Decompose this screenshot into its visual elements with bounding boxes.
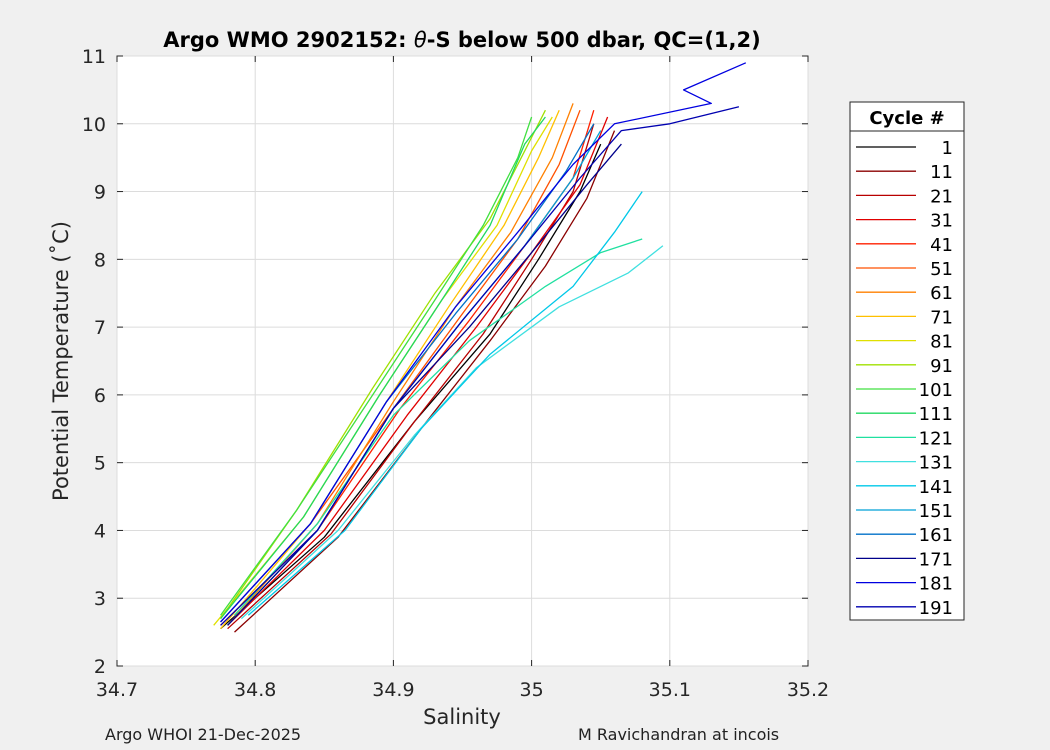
- legend-label-cycle-171: 171: [919, 549, 953, 570]
- legend: Cycle # 11121314151617181911011111211311…: [849, 101, 965, 621]
- footer-right-credit: M Ravichandran at incois: [578, 725, 780, 744]
- legend-label-cycle-41: 41: [930, 235, 953, 256]
- legend-entries: 1112131415161718191101111121131141151161…: [856, 138, 953, 619]
- y-tick-label: 11: [82, 46, 106, 68]
- y-tick-label: 2: [94, 656, 106, 678]
- grid-lines: [116, 55, 809, 667]
- y-tick-label: 7: [94, 317, 106, 339]
- x-tick-label: 34.9: [372, 679, 414, 701]
- legend-label-cycle-31: 31: [930, 211, 953, 232]
- legend-label-cycle-181: 181: [919, 574, 953, 595]
- y-tick-label: 8: [94, 249, 106, 271]
- y-tick-label: 5: [94, 453, 106, 475]
- y-tick-label: 3: [94, 588, 106, 610]
- legend-label-cycle-1: 1: [942, 138, 953, 159]
- series-line-cycle-141: [247, 191, 643, 616]
- x-tick-label: 35: [520, 679, 544, 701]
- series-line-cycle-111: [220, 116, 546, 620]
- series-line-cycle-131: [240, 245, 664, 620]
- legend-label-cycle-111: 111: [919, 404, 953, 425]
- y-tick-label: 9: [94, 182, 106, 204]
- series-line-cycle-1: [220, 143, 602, 630]
- y-tick-label: 4: [94, 520, 106, 542]
- legend-label-cycle-61: 61: [930, 283, 953, 304]
- legend-label-cycle-21: 21: [930, 186, 953, 207]
- series-line-cycle-191: [220, 106, 740, 626]
- legend-label-cycle-71: 71: [930, 307, 953, 328]
- legend-label-cycle-191: 191: [919, 598, 953, 619]
- legend-label-cycle-121: 121: [919, 428, 953, 449]
- legend-label-cycle-131: 131: [919, 453, 953, 474]
- y-axis-label: Potential Temperature (˚C): [49, 221, 73, 501]
- legend-label-cycle-51: 51: [930, 259, 953, 280]
- legend-title: Cycle #: [869, 108, 944, 129]
- x-tick-label: 34.8: [234, 679, 276, 701]
- series-line-cycle-21: [227, 123, 595, 630]
- chart-title: Argo WMO 2902152: θ-S below 500 dbar, QC…: [163, 28, 760, 52]
- legend-label-cycle-141: 141: [919, 477, 953, 498]
- series-line-cycle-121: [234, 238, 643, 616]
- x-axis-label: Salinity: [423, 705, 501, 729]
- x-tick-label: 35.2: [787, 679, 829, 701]
- legend-label-cycle-151: 151: [919, 501, 953, 522]
- legend-label-cycle-11: 11: [930, 162, 953, 183]
- legend-label-cycle-91: 91: [930, 356, 953, 377]
- series-line-cycle-31: [227, 116, 609, 626]
- legend-label-cycle-101: 101: [919, 380, 953, 401]
- legend-label-cycle-81: 81: [930, 332, 953, 353]
- series-line-cycle-101: [220, 116, 533, 616]
- tick-layer: 34.7 34.8 34.9 35 35.1 35.2 2 3 4 5 6 7 8 9 10 11: [82, 46, 829, 701]
- y-tick-label: 10: [82, 114, 106, 136]
- series-layer: [213, 62, 747, 633]
- footer-left-credit: Argo WHOI 21-Dec-2025: [105, 725, 302, 744]
- series-line-cycle-181: [220, 62, 747, 623]
- x-tick-label: 34.7: [96, 679, 138, 701]
- x-tick-label: 35.1: [649, 679, 691, 701]
- legend-label-cycle-161: 161: [919, 525, 953, 546]
- y-tick-label: 6: [94, 385, 106, 407]
